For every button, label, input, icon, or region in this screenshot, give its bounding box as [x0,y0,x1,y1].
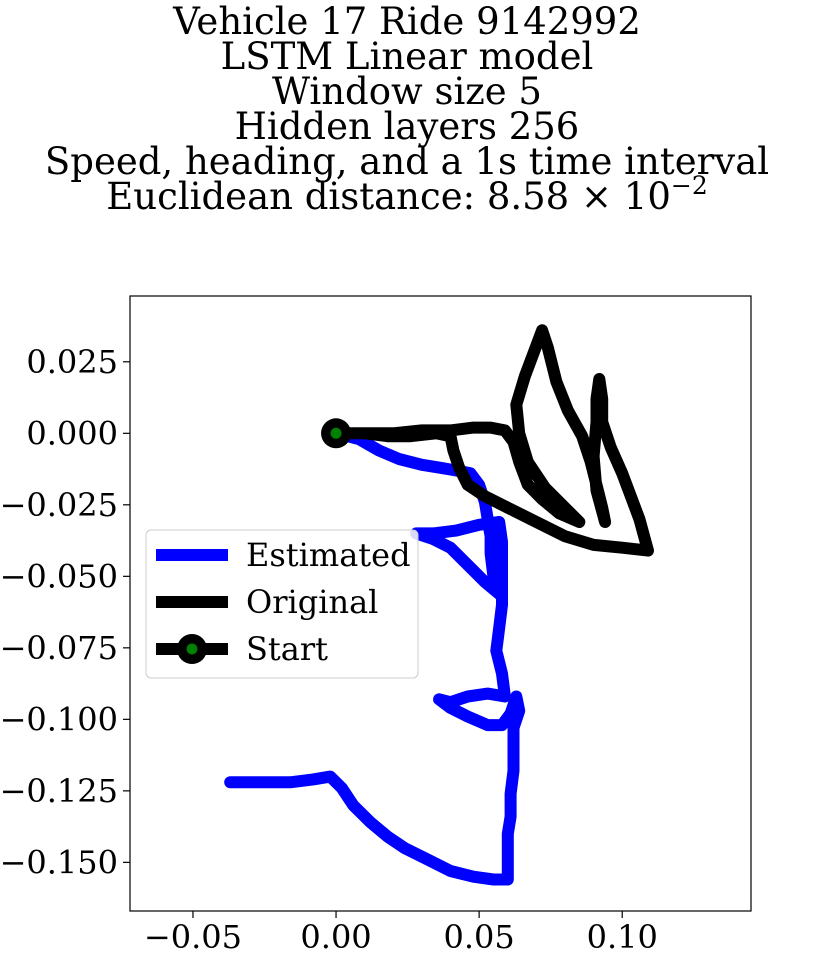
metric-exponent: −2 [670,170,708,200]
series-line-estimated [224,427,526,886]
title-line-6: Euclidean distance: 8.58 × 10−2 [0,173,814,215]
axes-layer: −0.05 0.00 0.05 0.10 0.025 0.000 −0.025 −0.050 −… [0,343,658,956]
data-layer [224,324,654,886]
y-tick-label: −0.150 [0,843,118,881]
y-tick-label: −0.050 [0,557,118,595]
title-line-4: Hidden layers 256 [234,105,580,148]
legend-marker-inner [186,643,198,655]
start-marker-inner [330,427,342,439]
x-tick-label: 0.05 [444,918,515,956]
legend-label-start: Start [246,630,328,668]
metric-times: × [581,175,613,218]
metric-prefix: Euclidean distance: [106,175,487,218]
y-tick-label: 0.000 [26,414,118,452]
metric-base: 10 [623,175,671,218]
y-tick-label: −0.125 [0,772,118,810]
y-tick-label: 0.025 [26,343,118,381]
x-tick-label: 0.10 [587,918,658,956]
title-line-1: Vehicle 17 Ride 9142992 [173,0,641,43]
metric-mantissa: 8.58 [486,175,570,218]
legend-label-estimated: Estimated [246,536,411,574]
plot-frame [129,295,752,912]
y-tick-label: −0.075 [0,629,118,667]
title-line-3: Window size 5 [272,70,542,113]
title-line-2: LSTM Linear model [220,35,594,78]
x-tick-label: −0.05 [144,918,242,956]
title-line-5: Speed, heading, and a 1s time interval [44,140,770,183]
y-tick-label: −0.025 [0,486,118,524]
legend: Estimated Original Start [145,529,419,679]
legend-box [145,529,419,679]
series-line-original [330,324,654,557]
legend-label-original: Original [246,583,378,621]
y-tick-label: −0.100 [0,700,118,738]
chart-title: Vehicle 17 Ride 9142992 LSTM Linear mode… [0,0,814,215]
x-tick-label: 0.00 [300,918,371,956]
